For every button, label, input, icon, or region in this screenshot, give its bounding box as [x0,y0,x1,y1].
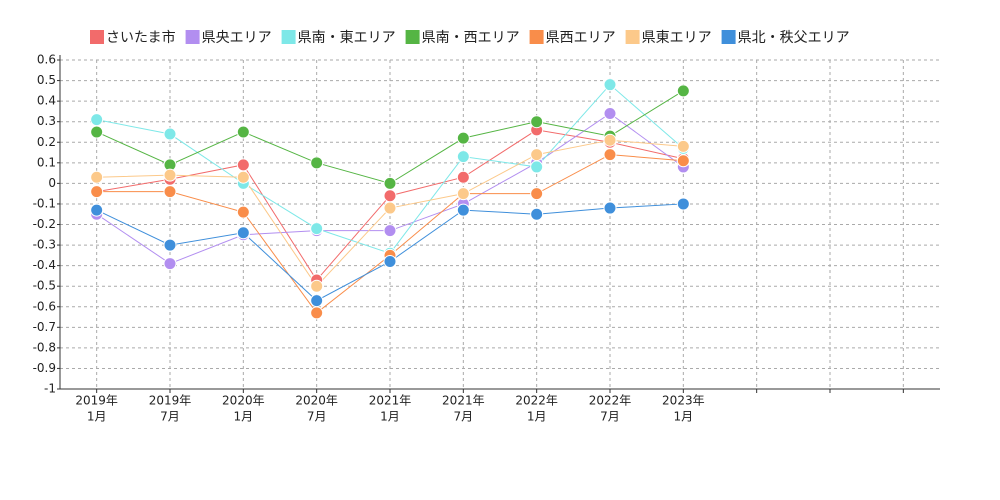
data-point [310,279,324,293]
legend-swatch [90,30,104,44]
y-tick-label: 0.4 [37,94,56,108]
legend-label: 県南・西エリア [422,30,520,46]
y-tick-label: -0.7 [33,320,56,334]
data-point [163,168,177,182]
legend-label: 県東エリア [642,30,712,46]
data-point [383,189,397,203]
data-point [163,127,177,141]
y-tick-label: 0.6 [37,53,56,67]
data-point [236,158,250,172]
legend-swatch [185,30,200,44]
data-point [676,197,690,211]
data-point [236,125,250,139]
data-point [236,205,250,219]
data-point [603,78,617,92]
legend-label: 県西エリア [546,30,616,46]
y-tick-label: 0.5 [37,73,56,87]
data-point [236,226,250,240]
data-point [530,207,544,221]
data-point [530,160,544,174]
x-tick-label: 7月 [160,410,180,424]
x-tick-label: 2022年 [515,394,558,408]
data-point [456,170,470,184]
data-point [310,306,324,320]
data-point [676,154,690,168]
data-point [603,133,617,147]
x-tick-label: 1月 [380,410,400,424]
x-tick-label: 1月 [87,410,107,424]
data-point [383,176,397,190]
y-tick-label: -0.5 [33,279,56,293]
x-tick-label: 2022年 [589,394,632,408]
legend-swatch [281,30,296,44]
y-tick-label: -1 [44,382,56,396]
data-point [456,187,470,201]
legend-swatch [721,30,736,44]
data-point [310,156,324,170]
y-tick-label: 0.1 [37,155,56,169]
y-tick-label: 0 [48,176,56,190]
data-point [383,201,397,215]
data-point [90,125,104,139]
data-point [456,150,470,164]
x-tick-label: 7月 [307,410,327,424]
legend-label: 県北・秩父エリア [738,30,850,46]
y-tick-label: -0.6 [33,299,56,313]
y-tick-label: -0.2 [33,217,56,231]
data-point [676,139,690,153]
legend-label: 県南・東エリア [298,30,396,46]
x-tick-label: 2019年 [149,394,192,408]
data-point [90,185,104,199]
legend-swatch [529,30,544,44]
data-point [163,238,177,252]
data-point [603,106,617,120]
x-tick-label: 2020年 [222,394,265,408]
y-tick-label: -0.8 [33,340,56,354]
x-tick-label: 2023年 [662,394,705,408]
data-point [603,201,617,215]
data-point [310,294,324,308]
x-tick-label: 2021年 [369,394,412,408]
y-tick-label: -0.9 [33,361,56,375]
data-point [603,148,617,162]
y-tick-label: -0.1 [33,196,56,210]
data-point [383,224,397,238]
data-point [456,131,470,145]
y-tick-label: -0.3 [33,238,56,252]
data-point [676,84,690,98]
data-point [310,222,324,236]
data-point [163,257,177,271]
y-tick-label: -0.4 [33,258,56,272]
legend-label: 県央エリア [202,30,272,46]
x-tick-label: 1月 [234,410,254,424]
data-point [90,203,104,217]
legend-label: さいたま市 [106,29,176,46]
data-point [90,170,104,184]
data-point [163,185,177,199]
x-tick-label: 7月 [600,410,620,424]
x-tick-label: 1月 [527,410,547,424]
x-tick-label: 2021年 [442,394,485,408]
y-tick-label: 0.2 [37,135,56,149]
data-point [530,187,544,201]
data-point [530,115,544,129]
data-point [236,170,250,184]
y-tick-label: 0.3 [37,114,56,128]
legend-swatch [625,30,640,44]
data-point [456,203,470,217]
x-tick-label: 1月 [674,410,694,424]
x-tick-label: 2019年 [75,394,118,408]
x-tick-label: 2020年 [295,394,338,408]
data-point [530,148,544,162]
x-tick-label: 7月 [454,410,474,424]
legend-swatch [405,30,420,44]
data-point [383,255,397,269]
data-point [90,113,104,127]
